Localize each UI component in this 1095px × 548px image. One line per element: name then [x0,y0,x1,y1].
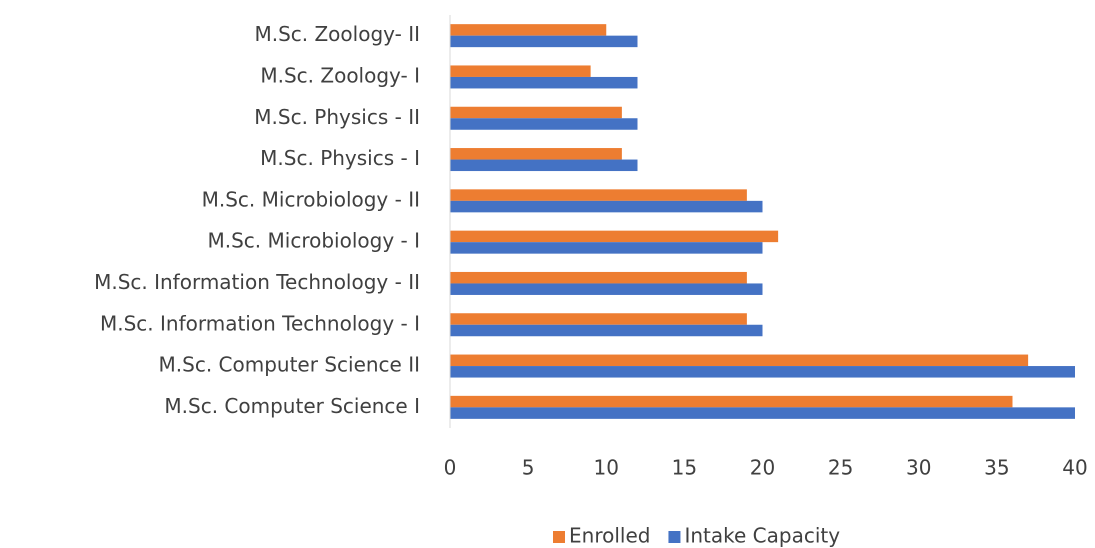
legend-swatch [668,531,681,543]
y-tick-label: M.Sc. Information Technology - II [94,270,420,294]
bar [450,242,763,254]
bar [450,118,638,130]
y-tick-label: M.Sc. Zoology- I [260,63,420,87]
bar [450,324,763,337]
y-tick-label: M.Sc. Information Technology - I [100,311,420,335]
bar [450,189,747,201]
bar [450,283,763,295]
bar [450,366,1075,378]
bar [450,148,622,160]
bar [450,65,591,77]
x-tick-label: 25 [828,456,853,480]
x-tick-label: 0 [444,456,457,480]
bar [450,354,1029,367]
x-tick-label: 5 [522,456,535,480]
y-tick-label: M.Sc. Physics - II [254,105,420,129]
y-tick-label: M.Sc. Computer Science II [159,353,420,377]
y-tick-label: M.Sc. Microbiology - I [208,229,421,253]
legend-label: Enrolled [569,524,650,548]
x-tick-label: 10 [594,456,619,480]
bar [450,76,638,89]
legend-label: Intake Capacity [684,524,840,548]
y-tick-label: M.Sc. Zoology- II [254,22,420,46]
x-tick-label: 15 [672,456,697,480]
bar [450,230,779,243]
x-tick-label: 40 [1062,456,1087,480]
x-tick-label: 20 [750,456,775,480]
x-tick-label: 30 [906,456,931,480]
y-tick-label: M.Sc. Physics - I [260,146,420,170]
bar [450,407,1075,419]
x-tick-label: 35 [984,456,1009,480]
bar [450,395,1013,408]
bar [450,106,622,119]
bar [450,35,638,48]
y-tick-label: M.Sc. Computer Science I [164,394,420,418]
y-tick-label: M.Sc. Microbiology - II [202,187,420,211]
bar [450,313,747,325]
bar [450,159,638,172]
bar [450,200,763,213]
legend-swatch [553,531,565,543]
bar [450,271,747,284]
bar [450,24,607,36]
